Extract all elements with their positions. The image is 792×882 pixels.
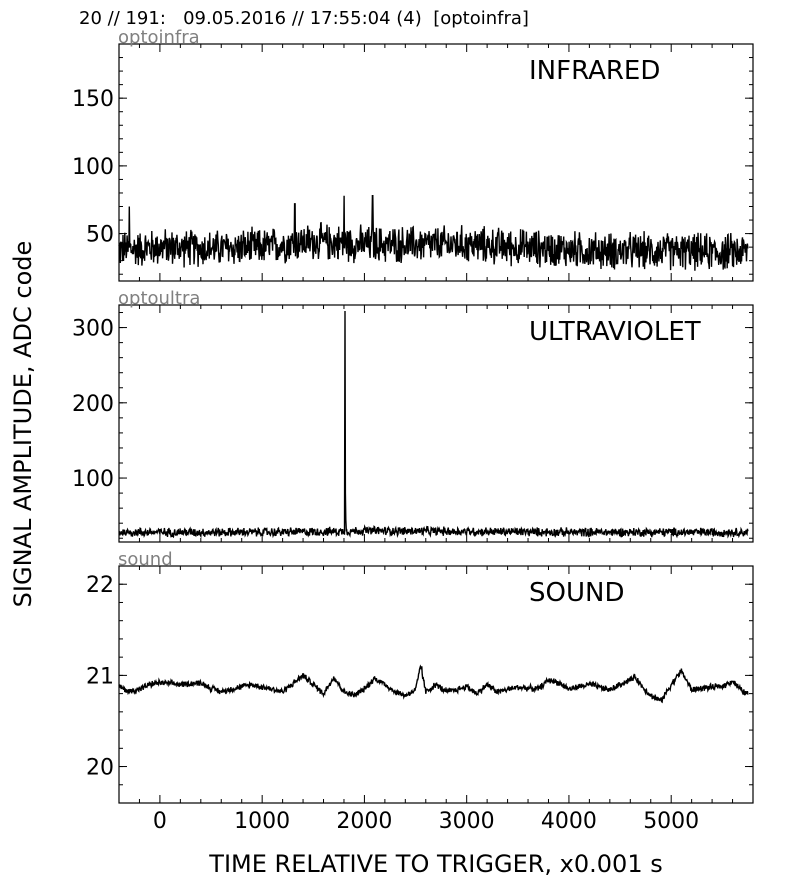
- y-tick-label: 22: [86, 573, 114, 598]
- panel-title: ULTRAVIOLET: [529, 317, 701, 347]
- channel-label: optoinfra: [118, 27, 200, 48]
- x-tick-label: 2000: [336, 809, 392, 834]
- y-tick-label: 21: [86, 664, 114, 689]
- channel-label: optoultra: [118, 288, 200, 309]
- optoultra-trace: [118, 310, 749, 539]
- panel-title: INFRARED: [529, 56, 660, 86]
- optoinfra-trace: [118, 195, 749, 271]
- panel-optoinfra: 50 100 150 optoinfra INFRARED: [72, 27, 754, 282]
- x-tick-label: 3000: [439, 809, 495, 834]
- sound-trace: [118, 664, 749, 704]
- y-tick-label: 20: [86, 756, 114, 781]
- plot-frame: [118, 43, 754, 282]
- y-tick-label: 100: [72, 467, 114, 492]
- channel-label: sound: [118, 549, 173, 570]
- panel-title: SOUND: [529, 578, 624, 608]
- y-tick-label: 200: [72, 392, 114, 417]
- y-tick-label: 50: [86, 223, 114, 248]
- x-tick-label: 1000: [234, 809, 290, 834]
- y-axis-label: SIGNAL AMPLITUDE, ADC code: [9, 241, 37, 608]
- plot-frame: [118, 304, 754, 543]
- plot-frame: [118, 565, 754, 804]
- x-tick-label: 4000: [541, 809, 597, 834]
- y-tick-label: 100: [72, 155, 114, 180]
- x-tick-label: 5000: [643, 809, 699, 834]
- x-axis-label: TIME RELATIVE TO TRIGGER, x0.001 s: [208, 850, 662, 878]
- y-tick-label: 150: [72, 87, 114, 112]
- x-tick-label: 0: [153, 809, 167, 834]
- chart-header: 20 // 191: 09.05.2016 // 17:55:04 (4) [o…: [79, 8, 529, 29]
- y-tick-label: 300: [72, 317, 114, 342]
